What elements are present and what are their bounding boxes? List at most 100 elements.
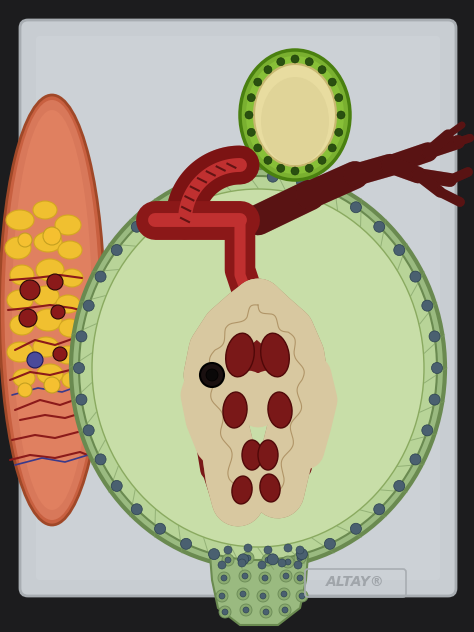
Circle shape	[299, 593, 305, 599]
Circle shape	[410, 454, 421, 465]
Ellipse shape	[37, 364, 63, 384]
Circle shape	[258, 561, 266, 569]
Circle shape	[19, 309, 37, 327]
Circle shape	[297, 555, 303, 561]
Circle shape	[244, 544, 252, 552]
Circle shape	[264, 546, 272, 554]
Ellipse shape	[79, 176, 437, 560]
Circle shape	[294, 561, 302, 569]
Ellipse shape	[7, 290, 33, 310]
Ellipse shape	[261, 333, 289, 377]
Circle shape	[296, 546, 304, 554]
Circle shape	[218, 572, 230, 584]
Circle shape	[95, 271, 106, 282]
Ellipse shape	[223, 392, 247, 428]
Circle shape	[297, 575, 303, 581]
Circle shape	[335, 128, 343, 137]
Ellipse shape	[61, 269, 83, 287]
Ellipse shape	[33, 337, 59, 357]
Circle shape	[155, 523, 165, 534]
Circle shape	[219, 593, 225, 599]
Circle shape	[284, 544, 292, 552]
Circle shape	[281, 591, 287, 597]
Ellipse shape	[242, 440, 262, 470]
Ellipse shape	[58, 241, 82, 259]
Circle shape	[20, 280, 40, 300]
Circle shape	[422, 300, 433, 311]
Circle shape	[296, 176, 308, 187]
Circle shape	[43, 227, 61, 245]
Circle shape	[47, 274, 63, 290]
Circle shape	[237, 588, 249, 600]
Ellipse shape	[261, 77, 329, 165]
Circle shape	[260, 606, 272, 618]
Ellipse shape	[254, 64, 336, 166]
Circle shape	[243, 607, 249, 613]
Circle shape	[76, 394, 87, 405]
Circle shape	[305, 58, 313, 66]
Circle shape	[350, 202, 361, 213]
Ellipse shape	[12, 110, 92, 510]
Circle shape	[394, 245, 405, 255]
Ellipse shape	[92, 189, 424, 547]
Circle shape	[51, 305, 65, 319]
Circle shape	[216, 590, 228, 602]
Ellipse shape	[7, 342, 33, 362]
Polygon shape	[210, 545, 308, 625]
Ellipse shape	[59, 319, 81, 337]
Circle shape	[259, 572, 271, 584]
Circle shape	[254, 78, 262, 86]
Circle shape	[335, 94, 343, 102]
Circle shape	[260, 593, 266, 599]
Circle shape	[283, 573, 289, 579]
Circle shape	[206, 369, 218, 381]
Ellipse shape	[0, 95, 104, 525]
FancyBboxPatch shape	[20, 20, 456, 596]
Ellipse shape	[62, 372, 82, 388]
Ellipse shape	[232, 476, 252, 504]
Circle shape	[265, 557, 271, 563]
Circle shape	[328, 144, 336, 152]
Ellipse shape	[226, 333, 255, 377]
Circle shape	[27, 352, 43, 368]
Ellipse shape	[56, 346, 80, 364]
Circle shape	[73, 363, 84, 374]
Circle shape	[225, 557, 231, 563]
Circle shape	[238, 559, 246, 567]
Circle shape	[291, 167, 299, 175]
Circle shape	[394, 480, 405, 492]
Circle shape	[181, 538, 191, 549]
Circle shape	[44, 377, 60, 393]
Circle shape	[242, 573, 248, 579]
Circle shape	[296, 590, 308, 602]
Circle shape	[111, 245, 122, 255]
Ellipse shape	[258, 440, 278, 470]
Circle shape	[218, 561, 226, 569]
Circle shape	[277, 58, 285, 66]
Circle shape	[155, 202, 165, 213]
Circle shape	[83, 300, 94, 311]
Circle shape	[305, 164, 313, 173]
Ellipse shape	[10, 315, 34, 335]
Circle shape	[296, 549, 308, 559]
Circle shape	[247, 128, 255, 137]
Ellipse shape	[260, 474, 280, 502]
Circle shape	[95, 454, 106, 465]
Ellipse shape	[246, 56, 344, 174]
Circle shape	[318, 156, 326, 164]
Circle shape	[277, 164, 285, 173]
Circle shape	[221, 575, 227, 581]
Ellipse shape	[10, 265, 34, 285]
Circle shape	[209, 176, 219, 187]
Circle shape	[278, 588, 290, 600]
Circle shape	[181, 186, 191, 198]
Circle shape	[83, 425, 94, 436]
Circle shape	[262, 575, 268, 581]
Circle shape	[53, 347, 67, 361]
Ellipse shape	[4, 100, 100, 520]
Circle shape	[264, 156, 272, 164]
Circle shape	[278, 559, 286, 567]
Ellipse shape	[5, 237, 31, 259]
Ellipse shape	[13, 369, 35, 387]
Circle shape	[350, 523, 361, 534]
